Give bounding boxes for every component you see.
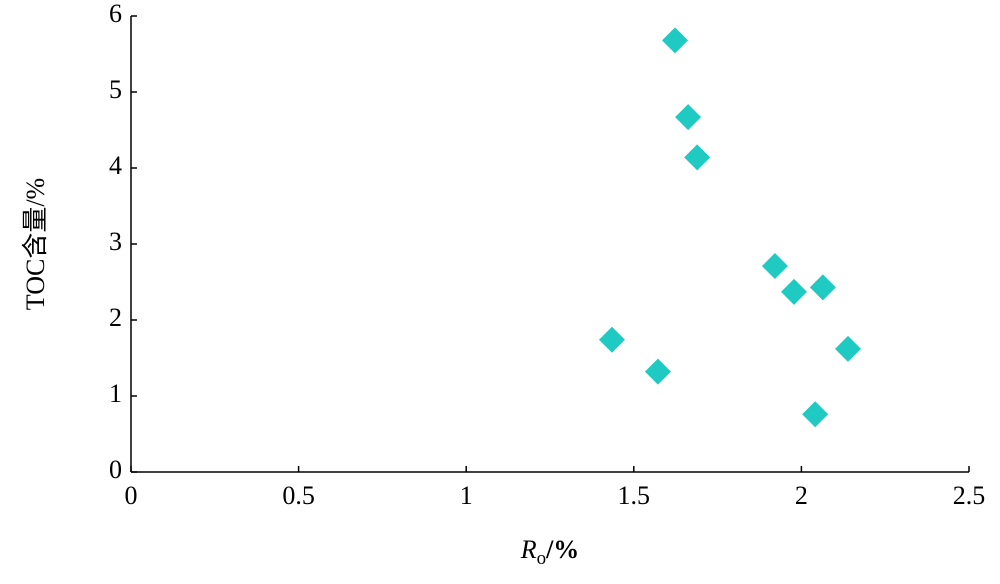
point <box>599 326 626 353</box>
point <box>761 253 788 280</box>
point <box>684 144 711 171</box>
point <box>834 335 861 362</box>
y-tick-label: 6 <box>109 0 122 28</box>
y-tick-label: 3 <box>109 227 122 256</box>
x-axis-label: Ro/% <box>520 535 580 569</box>
y-tick-label: 0 <box>109 455 122 484</box>
x-tick-label: 1 <box>460 481 473 510</box>
point <box>802 401 829 428</box>
point <box>644 358 671 385</box>
y-tick-label: 4 <box>109 151 122 180</box>
point <box>662 27 689 54</box>
x-label-subscript: o <box>537 548 547 569</box>
y-tick-label: 5 <box>109 75 122 104</box>
point <box>781 278 808 305</box>
x-label-unit: /% <box>545 535 579 564</box>
y-axis-label: TOC含量/% <box>21 178 50 310</box>
y-tick-label: 1 <box>109 379 122 408</box>
x-tick-label: 0 <box>125 481 138 510</box>
x-tick-label: 2.5 <box>953 481 986 510</box>
point <box>675 104 702 131</box>
x-tick-label: 1.5 <box>618 481 651 510</box>
point <box>809 274 836 301</box>
y-tick-label: 2 <box>109 303 122 332</box>
x-tick-label: 2 <box>795 481 808 510</box>
x-label-symbol: R <box>520 535 537 564</box>
x-tick-label: 0.5 <box>282 481 315 510</box>
